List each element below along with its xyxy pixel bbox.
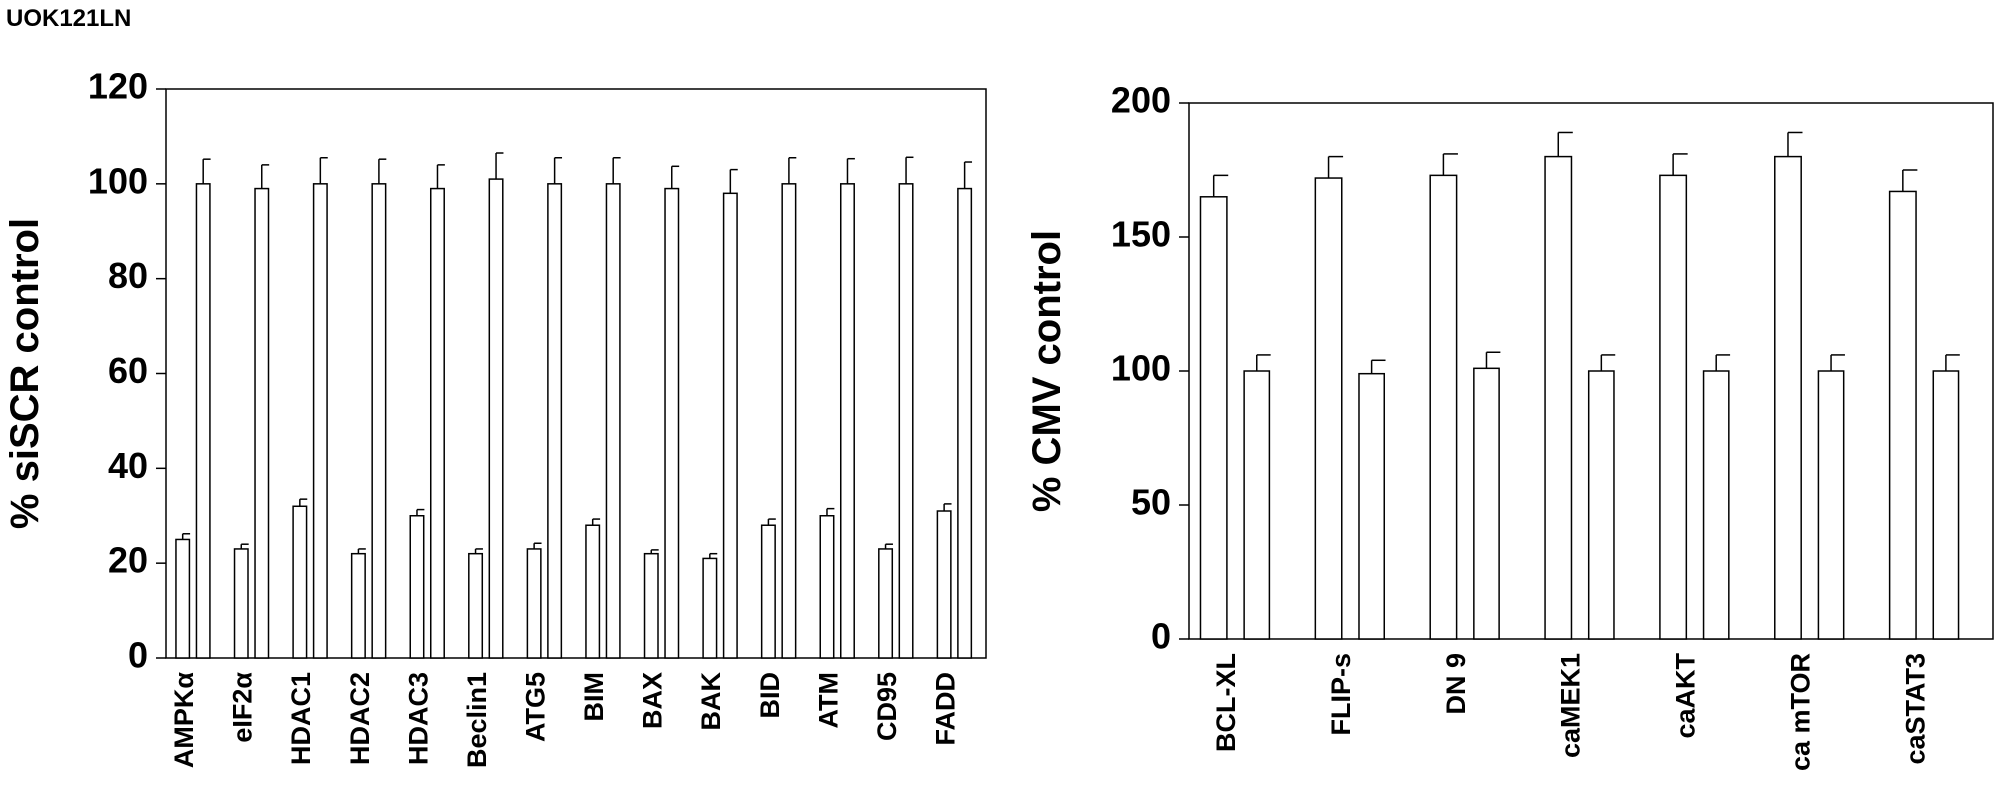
bar: [195, 183, 211, 659]
bar: [312, 183, 328, 659]
bar: [1659, 174, 1688, 640]
y-tick-label: 100: [88, 160, 148, 201]
bar: [254, 187, 270, 659]
y-axis-label: % siSCR control: [3, 218, 47, 529]
bar: [547, 183, 563, 659]
x-tick-label: caAKT: [1671, 653, 1701, 739]
x-tick-label: CD95: [872, 672, 902, 741]
x-tick-label: HDAC2: [345, 672, 375, 765]
x-tick-label: BAK: [696, 672, 726, 731]
x-tick-label: BIM: [579, 672, 609, 722]
bar: [605, 183, 621, 659]
x-tick-label: AMPKα: [169, 672, 199, 768]
bar: [488, 178, 504, 659]
bar: [1243, 370, 1271, 640]
bar: [1774, 155, 1802, 640]
panel-label: UOK121LN: [6, 5, 131, 32]
x-tick-label: ATM: [813, 672, 843, 728]
bar: [781, 183, 797, 659]
bar: [664, 187, 680, 659]
bar: [371, 183, 387, 659]
y-tick-label: 150: [1111, 214, 1171, 255]
bar: [1587, 370, 1615, 640]
y-tick-label: 120: [88, 66, 148, 107]
y-tick-label: 40: [108, 445, 148, 486]
bar: [898, 183, 914, 659]
x-tick-label: eIF2α: [228, 672, 258, 743]
bar: [760, 524, 776, 659]
bar: [819, 515, 835, 659]
x-tick-label: FLIP-s: [1326, 653, 1356, 736]
x-tick-label: ca mTOR: [1785, 653, 1815, 771]
y-tick-label: 200: [1111, 80, 1171, 121]
bar: [1888, 190, 1917, 640]
x-tick-label: HDAC3: [403, 672, 433, 765]
bar: [1817, 370, 1845, 640]
bar: [526, 548, 542, 659]
bar: [585, 524, 601, 659]
y-tick-label: 80: [108, 255, 148, 296]
bar: [175, 538, 191, 659]
bar: [233, 548, 249, 659]
bar: [643, 552, 659, 659]
y-tick-label: 0: [1151, 616, 1171, 657]
y-tick-label: 100: [1111, 348, 1171, 389]
bar: [936, 510, 952, 659]
bar: [350, 552, 366, 659]
y-tick-label: 20: [108, 540, 148, 581]
bar: [878, 548, 894, 659]
bar: [1932, 370, 1960, 640]
bar: [1199, 196, 1228, 640]
bar: [1429, 174, 1458, 640]
bar: [1473, 367, 1500, 640]
x-tick-label: DN 9: [1441, 653, 1471, 715]
bar: [1544, 155, 1573, 640]
bar: [409, 515, 425, 659]
bar: [839, 183, 855, 659]
bar: [429, 187, 445, 659]
bar: [702, 557, 718, 659]
x-tick-label: BCL-XL: [1211, 653, 1241, 752]
y-tick-label: 0: [128, 635, 148, 676]
x-tick-label: caMEK1: [1556, 653, 1586, 758]
bar: [1702, 370, 1730, 640]
bar: [957, 187, 973, 659]
y-tick-label: 50: [1131, 482, 1171, 523]
bar: [1314, 177, 1343, 640]
x-tick-label: caSTAT3: [1900, 653, 1930, 765]
bar: [292, 505, 308, 659]
plot-frame: [165, 88, 987, 659]
x-tick-label: Beclin1: [462, 672, 492, 768]
x-tick-label: HDAC1: [286, 672, 316, 765]
x-tick-label: FADD: [930, 672, 960, 746]
bar: [1358, 372, 1386, 640]
bar: [468, 552, 484, 659]
y-tick-label: 60: [108, 350, 148, 391]
x-tick-label: BID: [755, 672, 785, 719]
x-tick-label: ATG5: [520, 672, 550, 742]
x-tick-label: BAX: [638, 672, 668, 729]
bar: [722, 192, 738, 659]
y-axis-label: % CMV control: [1025, 230, 1069, 512]
